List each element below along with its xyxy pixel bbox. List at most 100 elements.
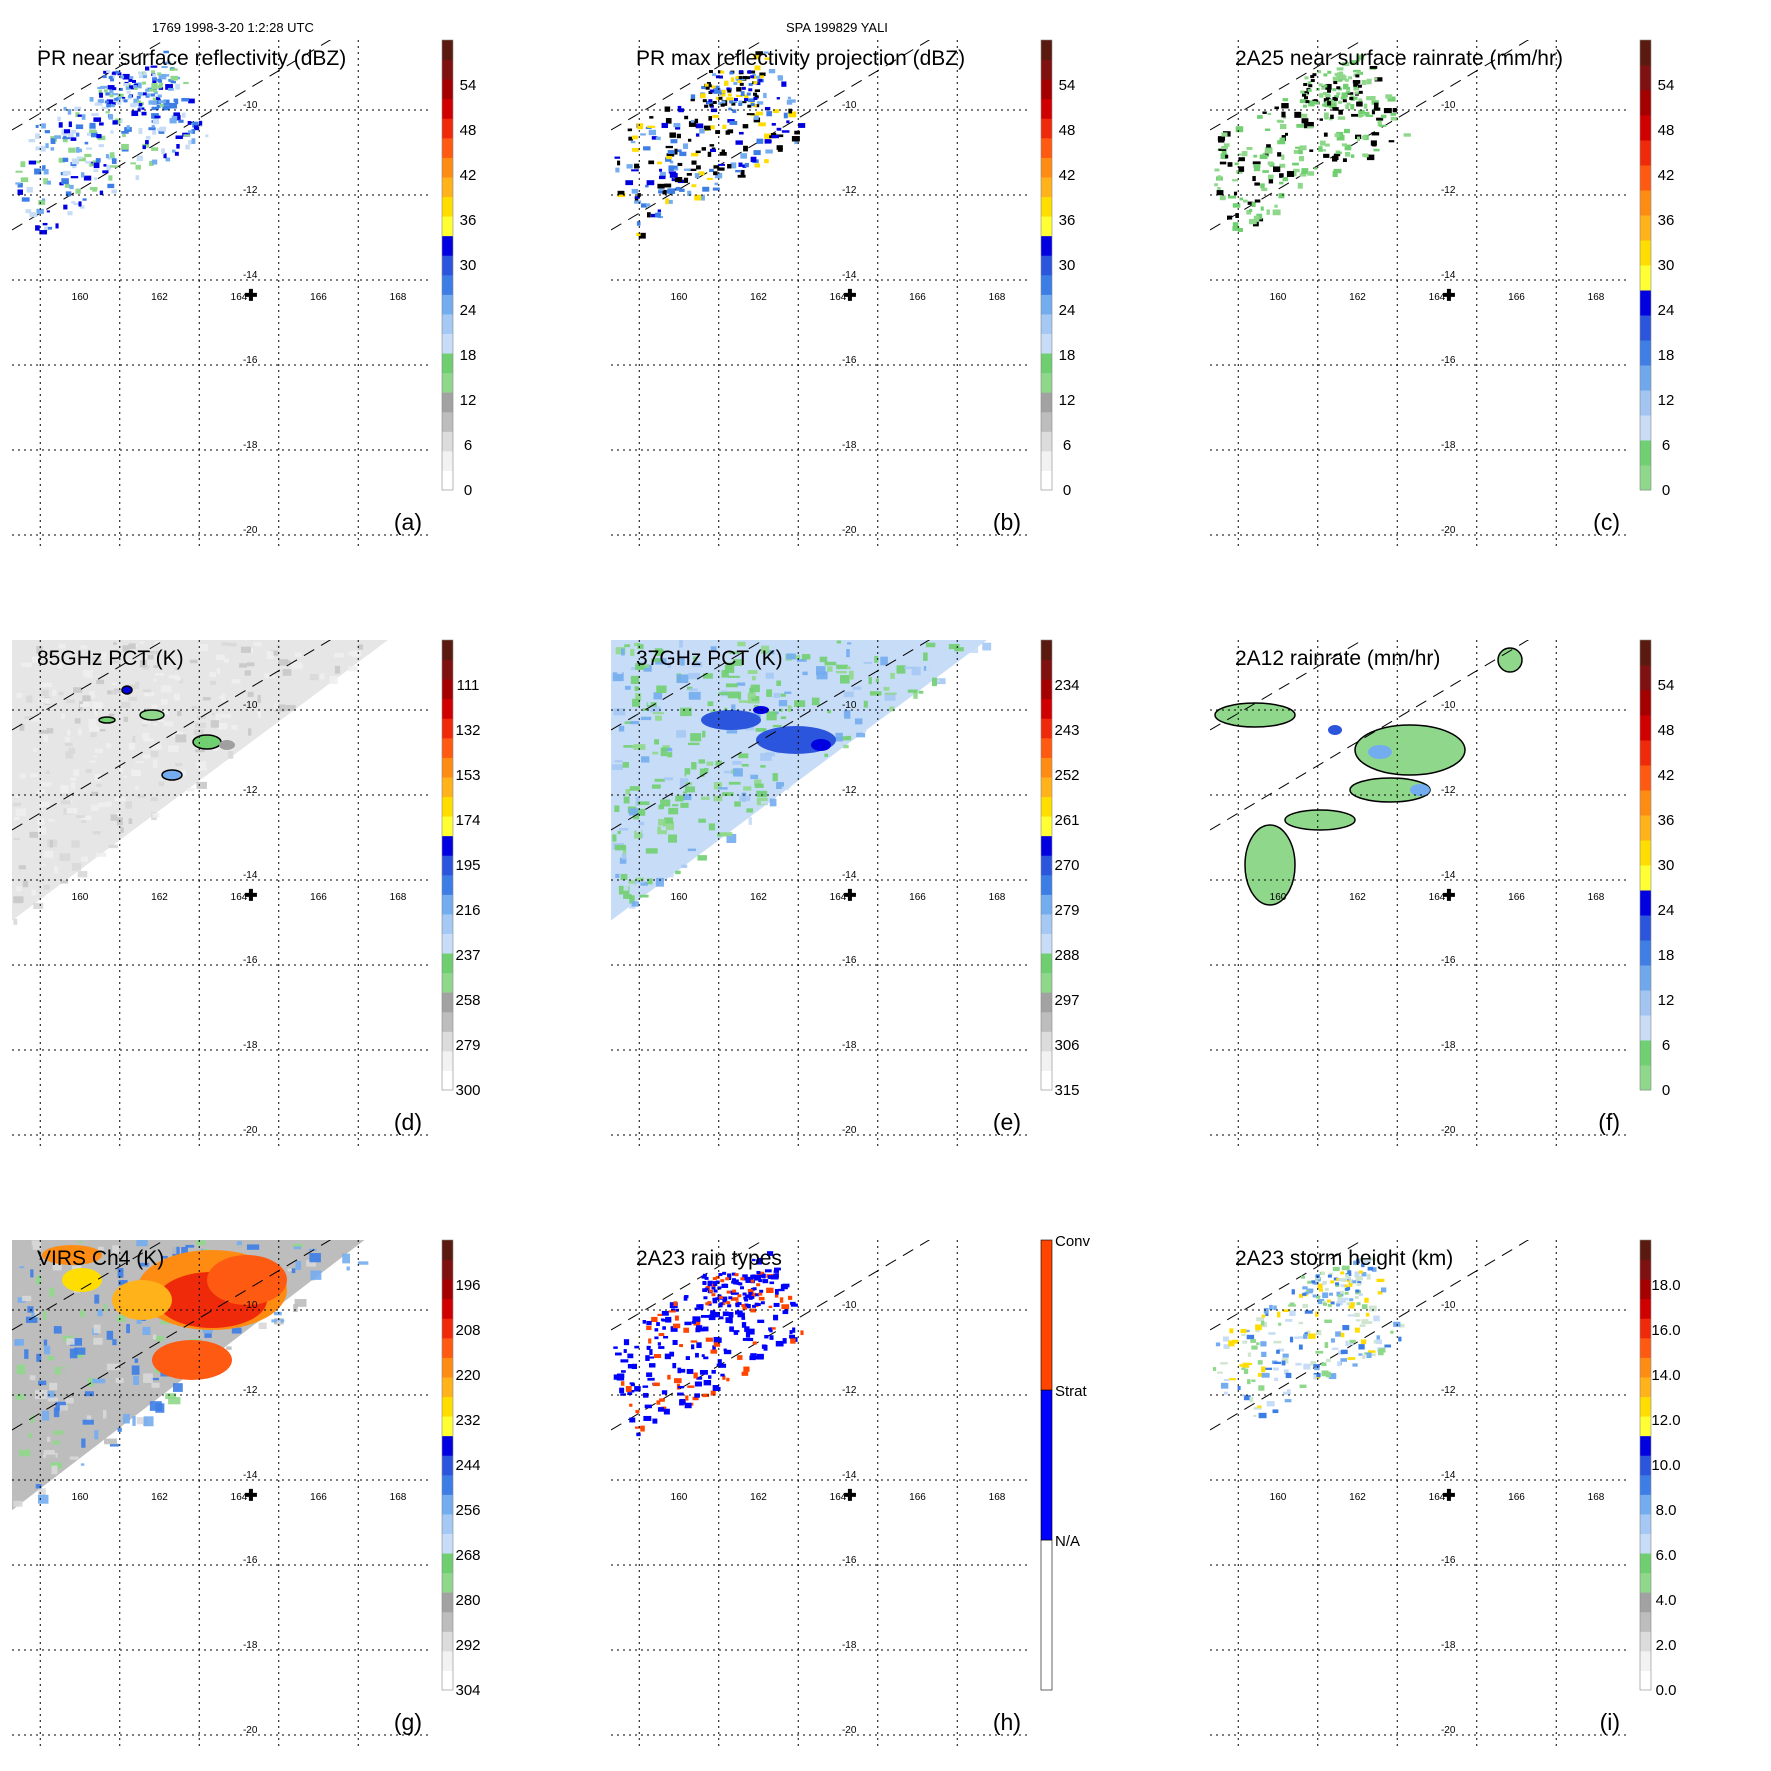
tb-pixel <box>849 670 854 680</box>
radar-pixel <box>704 104 709 108</box>
tb-pixel <box>154 672 165 676</box>
tb-pixel <box>654 739 660 745</box>
radar-pixel <box>666 155 672 160</box>
radar-pixel <box>711 1286 716 1290</box>
radar-pixel <box>1303 91 1310 95</box>
radar-pixel <box>38 200 46 205</box>
radar-pixel <box>686 173 692 176</box>
radar-pixel <box>163 99 170 105</box>
radar-pixel <box>1321 86 1326 90</box>
ir-pixel <box>106 1363 120 1371</box>
radar-pixel <box>1346 1302 1351 1306</box>
radar-pixel <box>1307 88 1312 92</box>
radar-pixel <box>1370 140 1377 146</box>
radar-pixel <box>1296 123 1304 128</box>
tb-pixel <box>248 728 252 736</box>
ir-pixel <box>30 1415 35 1423</box>
radar-pixel <box>1355 1289 1360 1293</box>
colorbar-segment <box>1640 1572 1651 1593</box>
ir-pixel <box>123 1413 130 1424</box>
radar-pixel <box>621 1370 626 1373</box>
colorbar-tick-label: 292 <box>455 1637 480 1654</box>
radar-pixel <box>85 161 92 164</box>
tb-pixel <box>73 687 83 693</box>
radar-pixel <box>742 1337 748 1341</box>
tb-pixel <box>98 802 108 808</box>
tb-pixel <box>278 659 289 666</box>
radar-pixel <box>1314 1367 1320 1371</box>
radar-pixel <box>1387 96 1396 102</box>
radar-pixel <box>652 1418 658 1424</box>
radar-pixel <box>1373 1315 1380 1322</box>
tb-pixel <box>625 789 631 795</box>
tb-pixel <box>13 837 21 840</box>
tb-pixel <box>679 778 689 787</box>
radar-pixel <box>1257 1372 1263 1377</box>
tb-pixel <box>727 691 739 699</box>
radar-pixel <box>693 1320 701 1326</box>
colorbar-tick-label: 270 <box>1054 857 1079 874</box>
radar-pixel <box>782 1338 787 1344</box>
radar-pixel <box>1346 1276 1351 1280</box>
radar-pixel <box>1346 86 1351 90</box>
radar-pixel <box>692 1316 701 1322</box>
colorbar-segment <box>1640 1631 1651 1652</box>
tb-pixel <box>195 749 205 753</box>
radar-pixel <box>1242 1340 1248 1344</box>
tb-pixel <box>81 856 89 862</box>
radar-pixel <box>696 1325 703 1330</box>
radar-pixel <box>690 119 695 123</box>
colorbar-segment <box>442 1494 453 1515</box>
tb-pixel <box>172 731 183 737</box>
radar-pixel <box>1366 1352 1372 1359</box>
radar-pixel <box>122 133 126 138</box>
lat-tick-label: -16 <box>1441 1555 1456 1566</box>
radar-pixel <box>103 89 108 93</box>
tb-pixel <box>94 708 98 717</box>
radar-pixel <box>748 1328 755 1335</box>
tb-pixel <box>747 692 756 699</box>
radar-pixel <box>613 1346 618 1349</box>
ir-pixel <box>27 1403 40 1409</box>
tb-pixel <box>143 692 155 697</box>
ir-pixel <box>50 1462 63 1469</box>
radar-pixel <box>126 90 131 94</box>
radar-pixel <box>1246 146 1253 150</box>
tb-pixel <box>796 659 807 662</box>
radar-pixel <box>1272 209 1281 216</box>
tb-pixel <box>139 660 147 668</box>
tb-pixel <box>643 664 652 672</box>
radar-pixel <box>188 139 192 145</box>
ir-pixel <box>118 1280 128 1286</box>
radar-pixel <box>629 1417 636 1423</box>
tb-pixel <box>13 816 20 821</box>
tb-pixel <box>632 698 641 707</box>
ir-pixel <box>136 1317 142 1325</box>
tb-pixel <box>151 704 158 709</box>
radar-pixel <box>1259 154 1268 160</box>
ir-pixel <box>152 1334 157 1340</box>
radar-pixel <box>710 1349 718 1354</box>
colorbar-segment <box>442 333 453 354</box>
tb-pixel <box>728 781 741 785</box>
colorbar-tick-label: 48 <box>460 122 477 139</box>
radar-pixel <box>649 1363 656 1368</box>
radar-pixel <box>726 1290 731 1294</box>
ir-pixel <box>118 1368 129 1377</box>
lon-tick-label: 166 <box>310 892 327 903</box>
radar-pixel <box>758 78 763 82</box>
tb-pixel <box>210 720 219 728</box>
radar-pixel <box>1212 1367 1217 1371</box>
tb-pixel <box>651 658 663 662</box>
radar-pixel <box>1310 103 1315 107</box>
ir-pixel <box>69 1456 79 1460</box>
tb-pixel <box>89 760 96 763</box>
ir-pixel <box>25 1245 33 1254</box>
radar-pixel <box>707 151 712 157</box>
tb-pixel <box>65 751 73 759</box>
radar-pixel <box>764 1269 772 1273</box>
radar-pixel <box>1354 1312 1360 1317</box>
tb-pixel <box>687 848 696 852</box>
tb-pixel <box>731 659 743 666</box>
